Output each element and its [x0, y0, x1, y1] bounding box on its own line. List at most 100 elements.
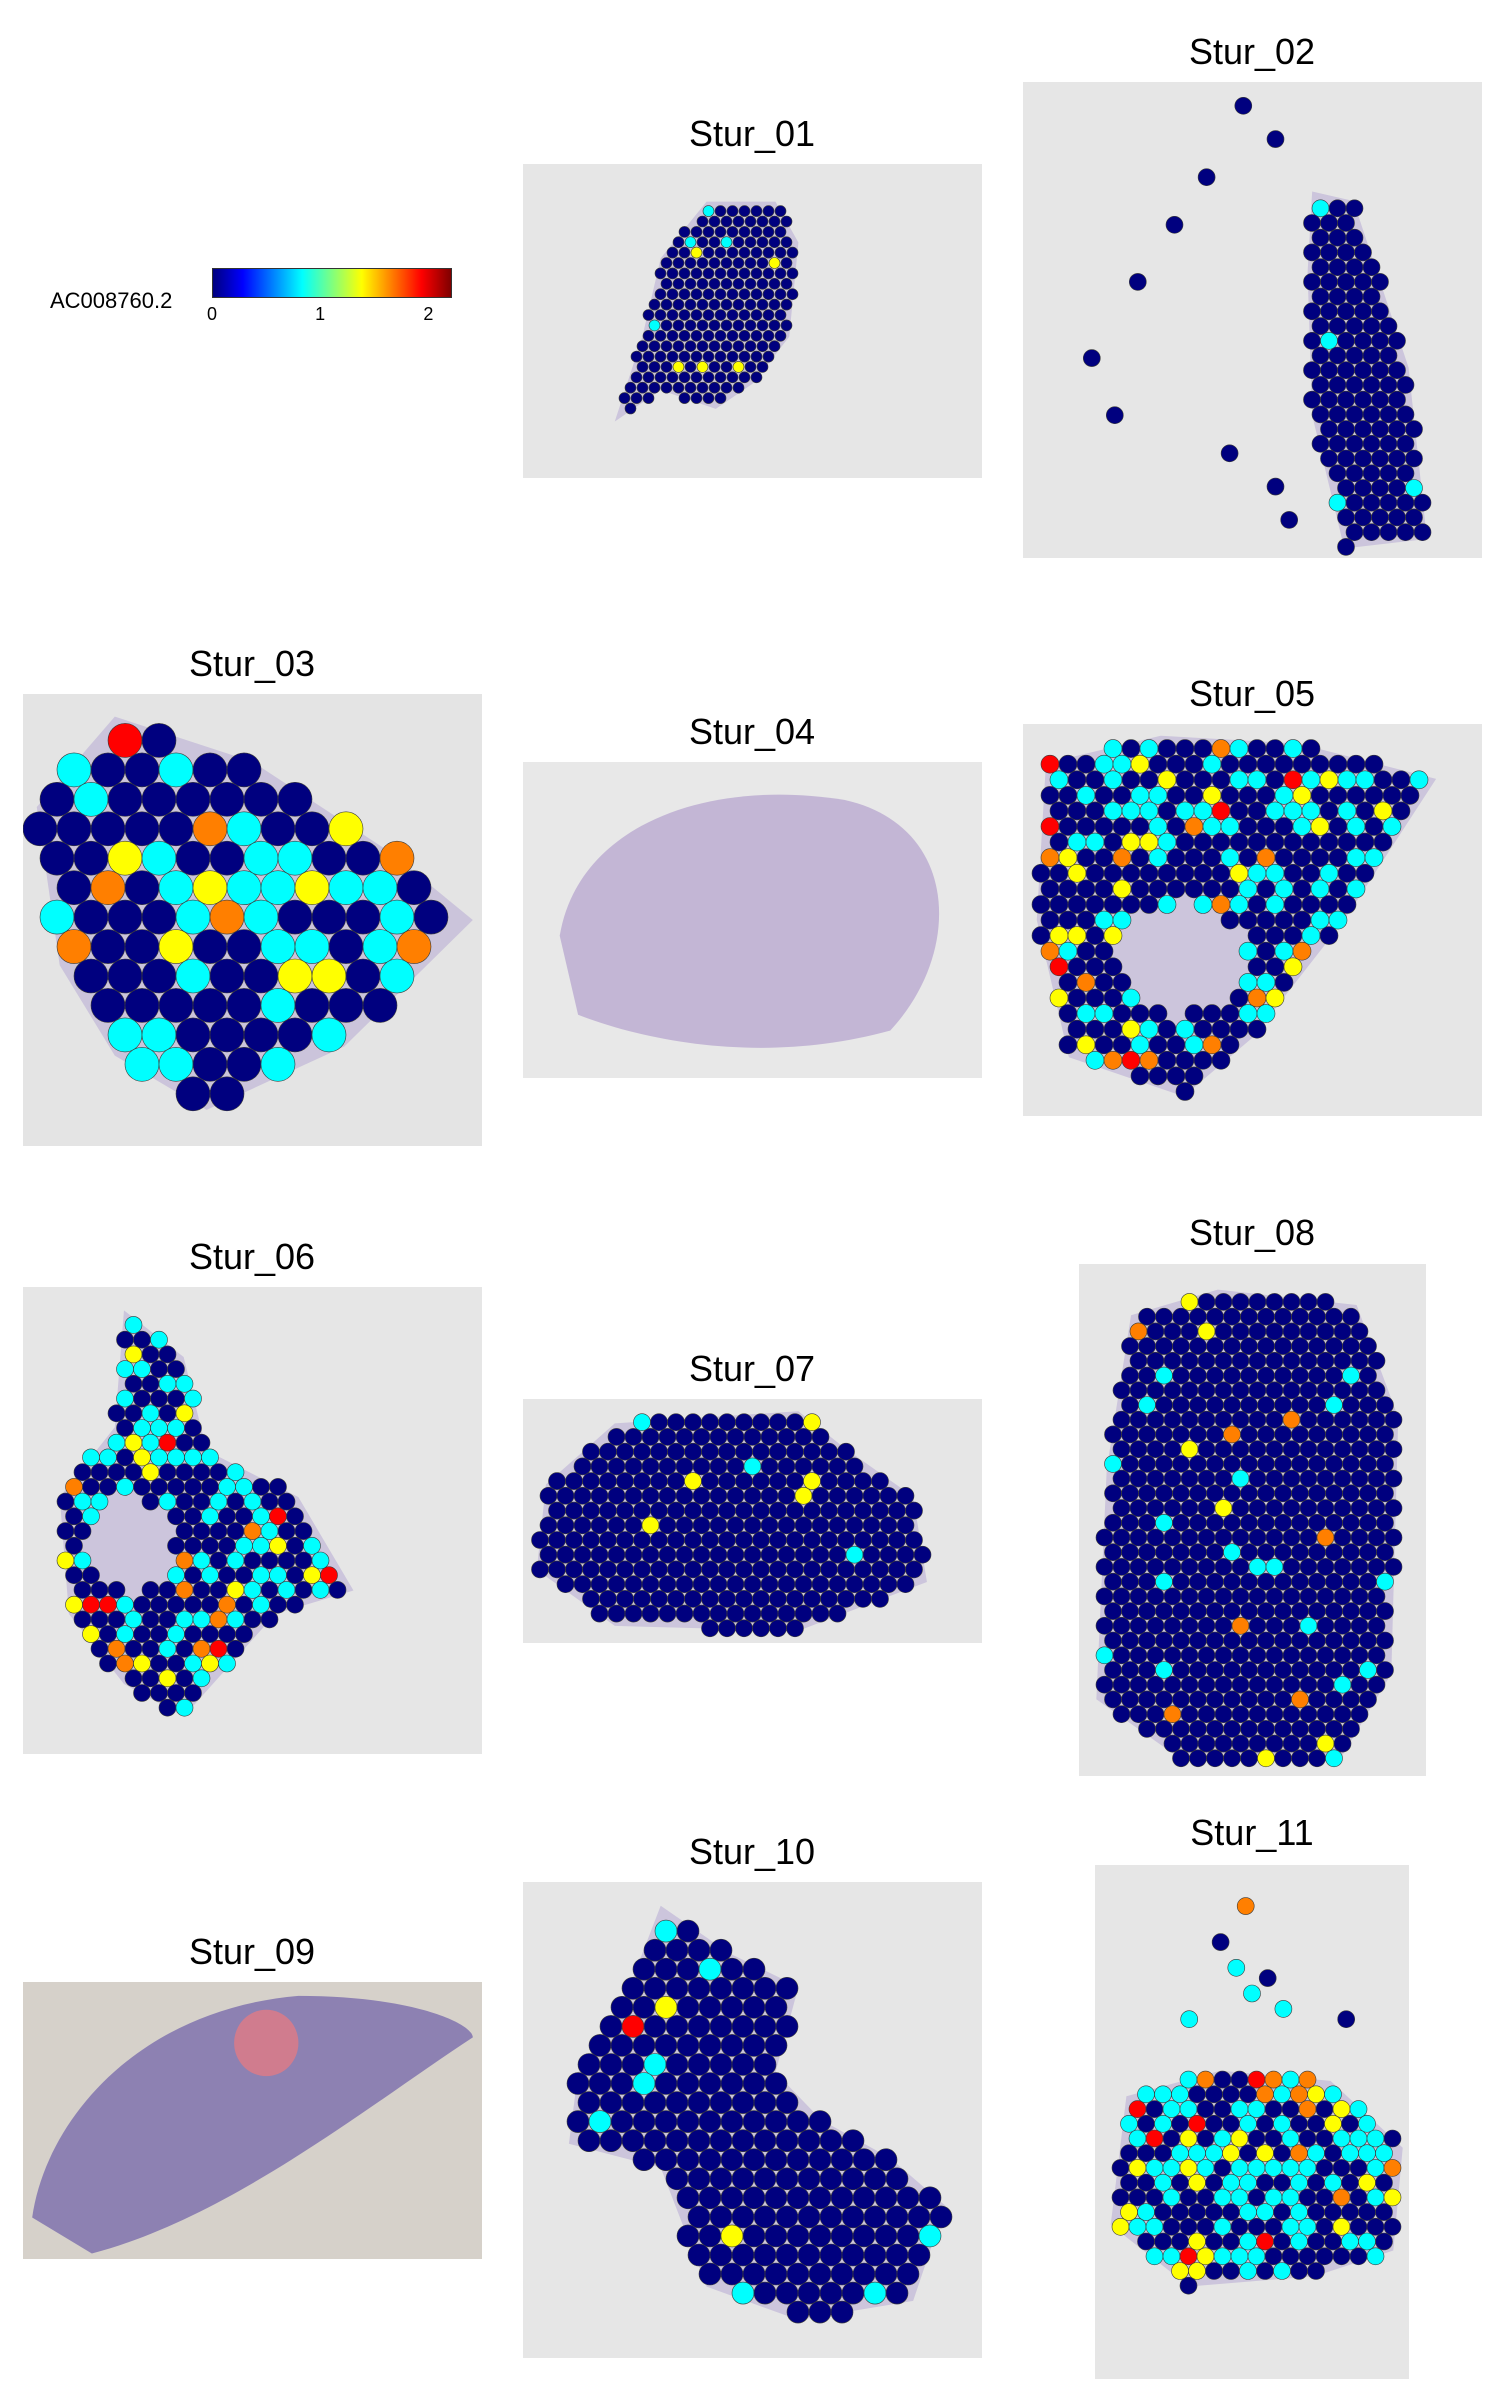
spot: [786, 2186, 810, 2210]
spot: [1189, 1513, 1207, 1532]
spot: [82, 1566, 100, 1585]
spot: [158, 1345, 177, 1364]
spot: [803, 1472, 821, 1490]
spot: [328, 811, 364, 847]
spot: [918, 2186, 942, 2210]
spot: [277, 1551, 296, 1570]
spot: [1184, 848, 1204, 867]
spot: [1214, 1469, 1233, 1488]
spot: [269, 1595, 287, 1614]
spot: [1354, 243, 1372, 262]
spot: [175, 1639, 194, 1658]
spot: [1188, 2085, 1206, 2104]
spot: [786, 2224, 810, 2248]
spot: [1222, 2085, 1240, 2104]
spot: [768, 298, 781, 311]
spot: [1085, 832, 1105, 852]
spot: [1346, 817, 1366, 836]
spot: [116, 1654, 134, 1673]
spot: [616, 1442, 634, 1461]
spot: [1367, 1410, 1386, 1429]
spot: [1367, 1675, 1386, 1694]
spot: [107, 1433, 126, 1452]
spot: [1265, 801, 1285, 821]
spot: [1299, 1646, 1318, 1665]
spot: [201, 1507, 219, 1526]
spot: [786, 1590, 804, 1608]
spot: [732, 257, 745, 269]
spot: [1121, 864, 1141, 883]
spot: [1367, 1469, 1386, 1488]
spot: [1172, 1337, 1190, 1355]
spot: [1137, 2232, 1155, 2251]
spot: [590, 1516, 609, 1535]
spot: [1112, 1004, 1132, 1023]
spot: [1146, 1381, 1165, 1400]
spot-layer-stur_09: [32, 1995, 473, 2254]
spot: [642, 392, 655, 404]
spot: [1189, 1543, 1207, 1562]
spot: [1180, 1410, 1199, 1429]
spot: [744, 361, 757, 373]
spot: [133, 1360, 151, 1378]
spot: [1337, 832, 1357, 852]
spot: [1031, 895, 1051, 914]
spot: [311, 1017, 347, 1053]
spot: [1367, 1440, 1386, 1458]
spot: [905, 1560, 923, 1579]
spot: [1257, 1366, 1275, 1385]
spot: [774, 226, 787, 238]
spot: [845, 1487, 864, 1505]
spot: [1291, 1720, 1309, 1738]
spot: [1396, 376, 1415, 394]
spot: [607, 1516, 626, 1535]
spot: [1180, 1528, 1199, 1547]
spot: [1180, 1705, 1199, 1724]
spot: [803, 1413, 821, 1432]
spot: [150, 1330, 168, 1349]
spot: [531, 1531, 549, 1549]
spot: [1364, 817, 1384, 836]
spot: [1189, 1396, 1207, 1414]
spot: [1083, 349, 1101, 367]
spot: [1197, 1675, 1216, 1694]
spot: [1220, 444, 1239, 463]
spot: [1111, 2159, 1130, 2177]
spot: [665, 2129, 689, 2153]
spot: [1112, 1035, 1132, 1055]
spot: [762, 226, 775, 238]
spot: [1315, 2188, 1334, 2207]
spot: [1350, 1675, 1369, 1694]
spot: [1229, 1019, 1249, 1039]
spot: [1155, 1307, 1173, 1326]
spot: [720, 1996, 744, 2019]
spot: [1299, 1352, 1318, 1370]
spot: [90, 1463, 109, 1481]
spot: [1354, 302, 1372, 321]
spot: [1031, 864, 1051, 883]
spot: [1231, 1646, 1250, 1665]
spot: [837, 1501, 855, 1520]
spot: [1238, 941, 1258, 961]
spot: [1148, 817, 1168, 836]
spot: [1179, 2129, 1198, 2148]
spot: [1342, 1484, 1360, 1503]
spot: [764, 2186, 788, 2210]
spot: [124, 752, 160, 788]
spot: [1362, 376, 1381, 394]
spot: [582, 1590, 600, 1608]
spot: [1230, 2070, 1249, 2089]
spot: [167, 1360, 185, 1378]
spot: [676, 1957, 700, 1981]
spot: [750, 267, 763, 280]
spot: [218, 1625, 236, 1643]
spot: [1112, 1528, 1131, 1547]
spot: [1162, 2159, 1181, 2177]
spot: [1239, 2085, 1257, 2104]
spot: [1146, 1469, 1165, 1488]
spot: [396, 929, 432, 964]
spot: [1291, 1602, 1309, 1620]
spot: [879, 1487, 898, 1505]
spot: [1175, 770, 1195, 790]
tissue-image-stur_11: [1095, 1865, 1409, 2379]
